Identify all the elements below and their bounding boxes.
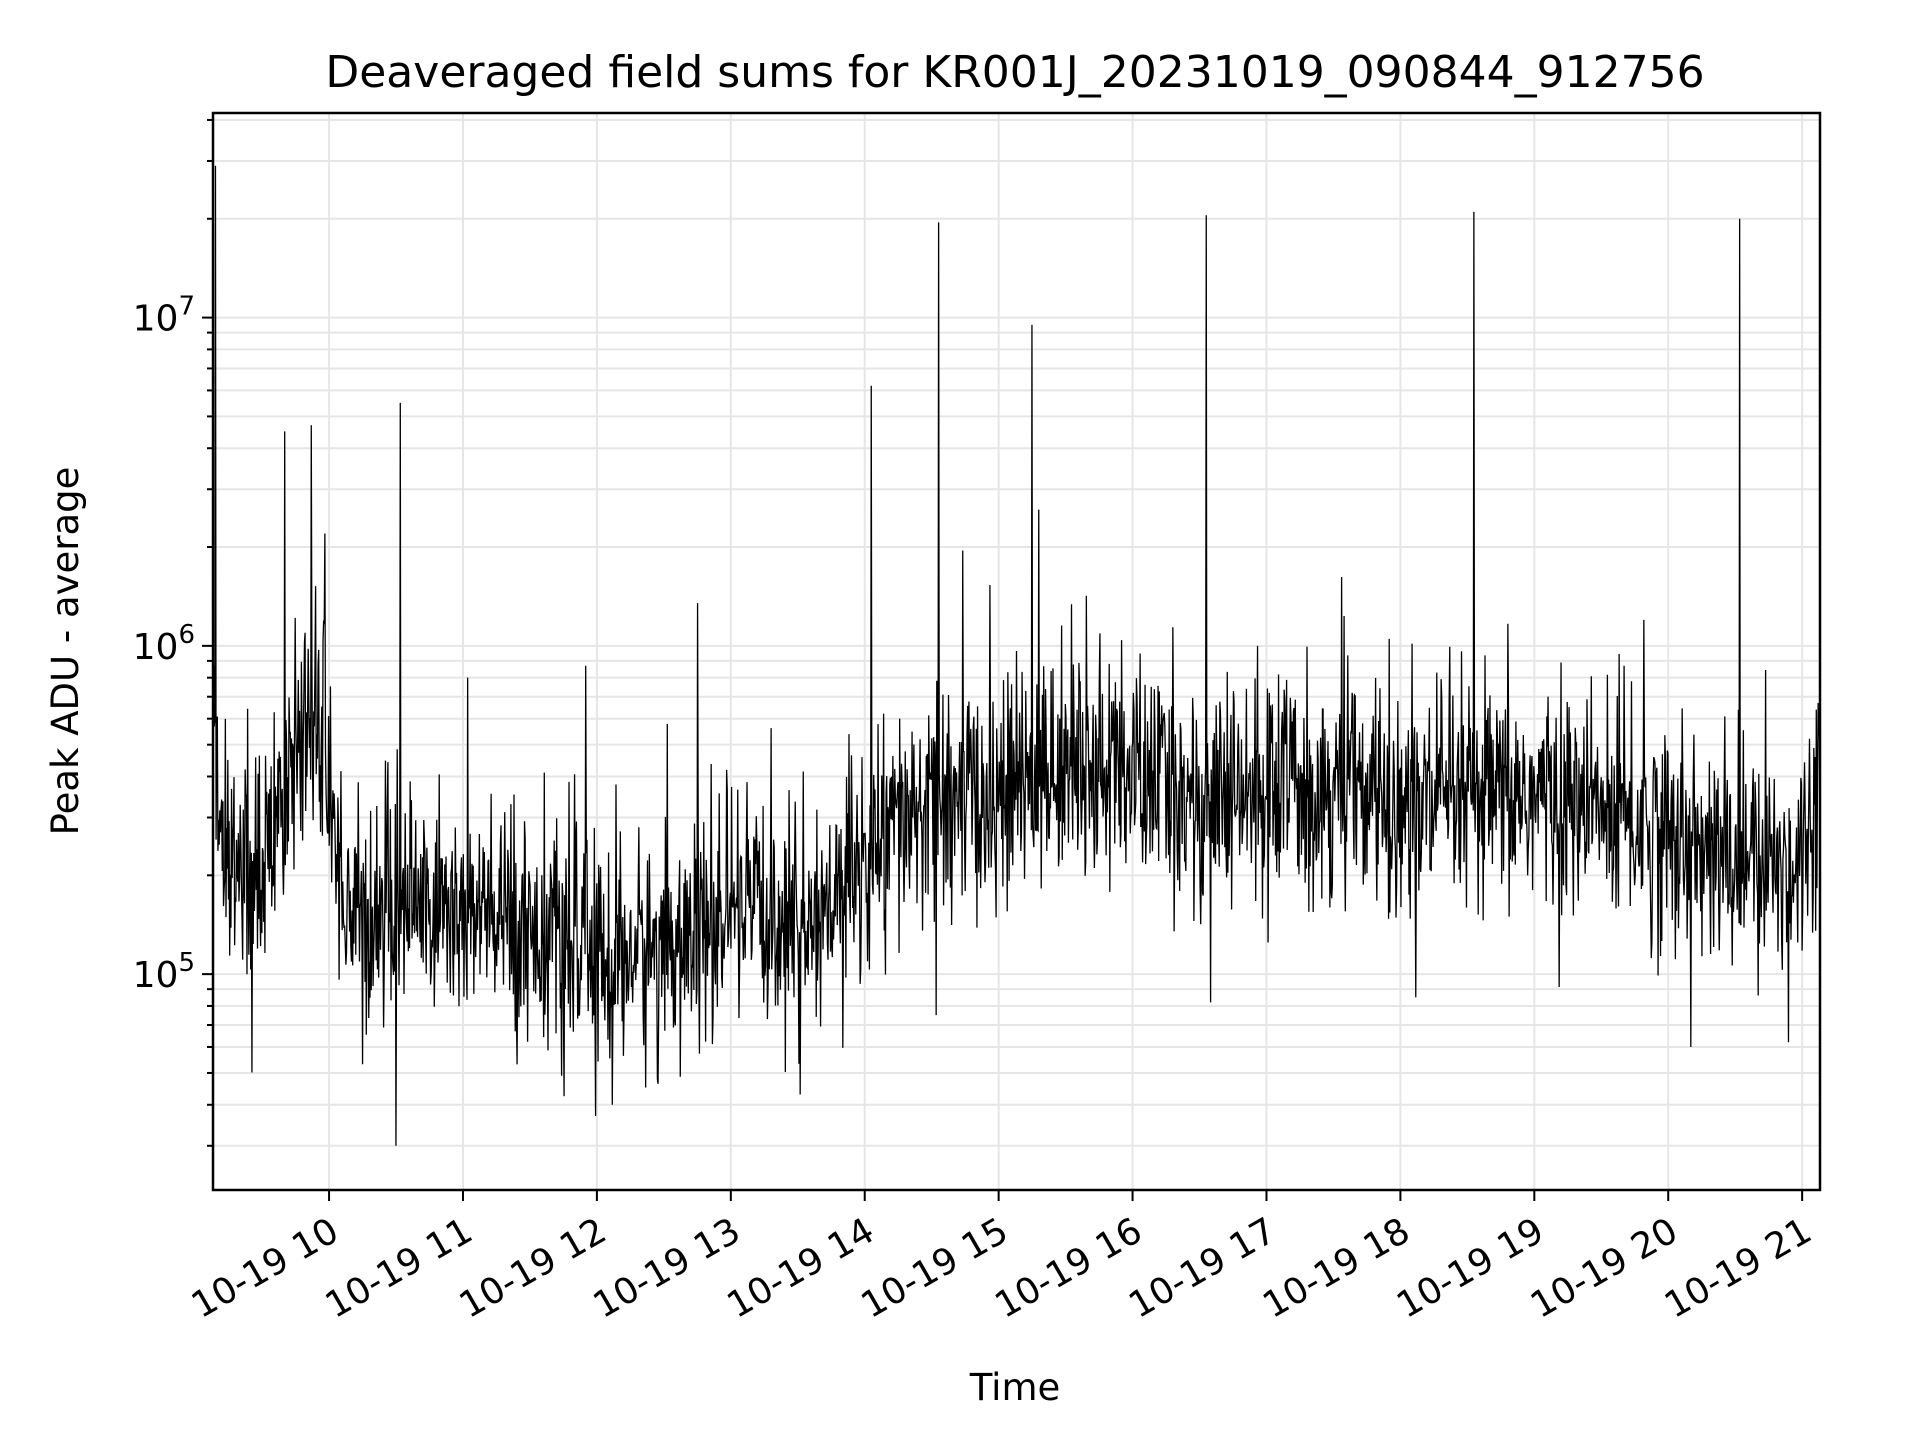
y-tick-label: 105 — [133, 948, 195, 996]
y-tick-label-exponent: 5 — [178, 948, 195, 978]
y-tick-label-base: 10 — [133, 627, 179, 668]
y-tick-label: 107 — [133, 292, 195, 340]
y-tick-label-exponent: 6 — [178, 620, 195, 650]
chart-title: Deaveraged field sums for KR001J_2023101… — [325, 47, 1704, 98]
x-axis-label: Time — [969, 1366, 1061, 1409]
y-tick-label: 106 — [133, 620, 195, 668]
y-tick-label-base: 10 — [133, 955, 179, 996]
y-axis-label: Peak ADU - average — [44, 467, 87, 836]
y-tick-label-exponent: 7 — [178, 292, 195, 322]
series-layer — [212, 165, 1821, 1146]
plot-frame — [211, 111, 1822, 1192]
series-line — [212, 165, 1821, 1146]
y-tick-label-base: 10 — [133, 299, 179, 340]
